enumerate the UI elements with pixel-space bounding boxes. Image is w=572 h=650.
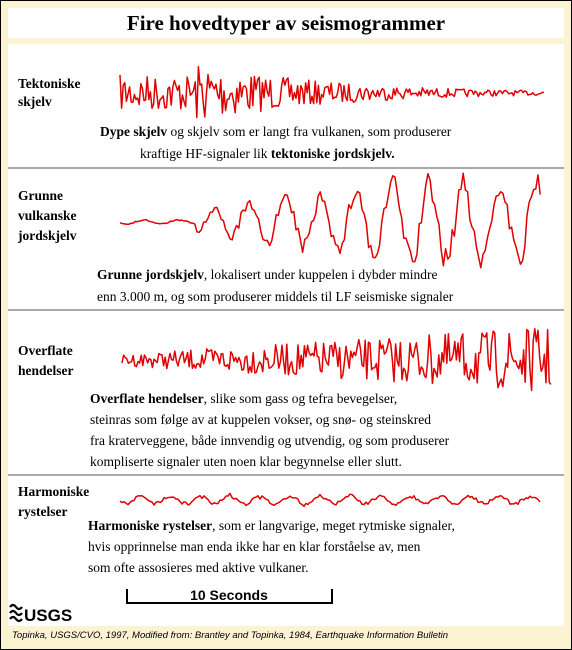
description-text: enn 3.000 m, og som produserer middels t… <box>97 289 454 304</box>
description-bold: Grunne jordskjelv <box>97 267 204 282</box>
description-text: og skjelv som er langt fra vulkanen, som… <box>167 124 452 139</box>
panel-label: vulkanske <box>18 208 77 223</box>
description-text: kraftige HF-signaler lik <box>140 146 271 161</box>
panel-label: hendelser <box>18 363 74 378</box>
title: Fire hovedtyper av seismogrammer <box>127 11 445 35</box>
panel-label: rystelser <box>18 504 67 519</box>
usgs-logo: USGS <box>9 603 72 625</box>
seismogram-trace <box>119 65 545 119</box>
description-line: kraftige HF-signaler lik tektoniske jord… <box>140 146 395 161</box>
panel: Tektoniske skjelv Dype skjelv og skjelv so… <box>18 76 452 161</box>
description-line: Overflate hendelser, slike som gass og t… <box>90 391 397 406</box>
panel-label: Grunne <box>18 188 63 203</box>
description-text: , lokalisert under kuppelen i dybder min… <box>204 267 438 282</box>
description-line: fra kraterveggene, både innvendig og utv… <box>90 433 450 448</box>
description-text: som ofte assosieres med aktive vulkaner. <box>88 560 308 575</box>
description-line: steinras som følge av at kuppelen vokser… <box>90 412 431 427</box>
description-bold: Overflate hendelser <box>90 391 204 406</box>
description-bold: tektoniske jordskjelv. <box>271 146 395 161</box>
description-text: , slike som gass og tefra bevegelser, <box>204 391 398 406</box>
logo-waves <box>9 603 23 623</box>
description-line: Dype skjelv og skjelv som er langt fra v… <box>100 124 452 139</box>
content-box <box>8 44 564 626</box>
description-bold: Harmoniske rystelser <box>88 518 212 533</box>
description-line: Grunne jordskjelv, lokalisert under kupp… <box>97 267 437 282</box>
description-text: , som er langvarige, meget rytmiske sign… <box>212 518 455 533</box>
panel-label: jordskjelv <box>17 228 77 243</box>
description-bold: Dype skjelv <box>100 124 167 139</box>
panel-label: Harmoniske <box>18 484 89 499</box>
seismogram-trace <box>121 327 552 392</box>
description-line: hvis opprinnelse man enda ikke har en kl… <box>88 539 421 554</box>
description-line: Harmoniske rystelser, som er langvarige,… <box>88 518 455 533</box>
description-text: fra kraterveggene, både innvendig og utv… <box>90 433 450 448</box>
description-line: som ofte assosieres med aktive vulkaner. <box>88 560 308 575</box>
seismogram-trace <box>119 172 541 269</box>
seismogram-trace <box>119 492 541 508</box>
description-text: kompliserte signaler uten noen klar begy… <box>90 454 402 469</box>
scale-label: 10 Seconds <box>190 587 268 603</box>
description-text: steinras som følge av at kuppelen vokser… <box>90 412 431 427</box>
panel: Harmoniske rystelser Harmoniske rystelser,… <box>18 484 455 575</box>
panel-label: Tektoniske <box>18 76 81 91</box>
scale-bar: 10 Seconds <box>126 587 333 604</box>
description-text: hvis opprinnelse man enda ikke har en kl… <box>88 539 421 554</box>
panel-label: Overflate <box>18 343 73 358</box>
description-line: enn 3.000 m, og som produserer middels t… <box>97 289 454 304</box>
description-line: kompliserte signaler uten noen klar begy… <box>90 454 402 469</box>
panel: Grunne vulkanske jordskjelv Grunne jordskje… <box>17 188 454 304</box>
title-box <box>8 8 564 38</box>
credit: Topinka, USGS/CVO, 1997, Modified from: … <box>12 630 448 641</box>
logo-text: USGS <box>24 606 72 625</box>
panel: Overflate hendelser Overflate hendelser, s… <box>18 343 450 469</box>
panel-label: skjelv <box>18 94 52 109</box>
